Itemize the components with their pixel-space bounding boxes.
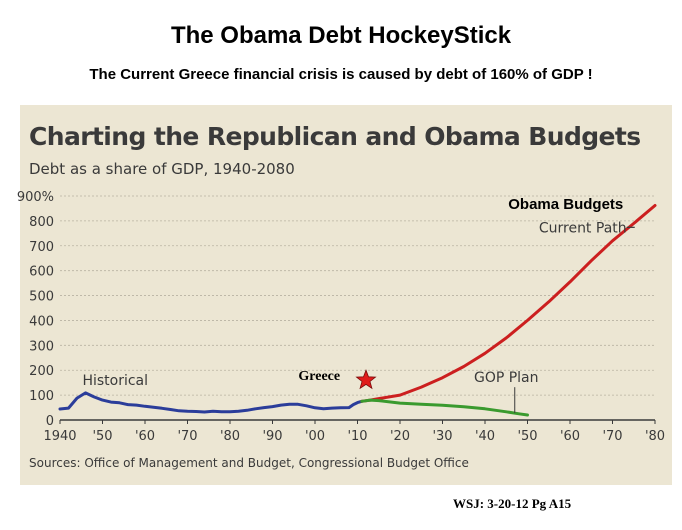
y-tick-label: 600 [29,265,54,280]
y-tick-label: 300 [29,339,54,354]
y-tick-label: 700 [29,240,54,255]
x-tick-label: '00 [305,429,325,444]
x-tick-label: '70 [602,429,622,444]
chart-source: Sources: Office of Management and Budget… [29,456,469,470]
x-tick-label: '90 [262,429,282,444]
y-tick-label: 900% [17,190,54,205]
x-tick-label: '80 [220,429,240,444]
annotation-obama-budgets: Obama Budgets [508,196,623,213]
page-title: The Obama Debt HockeyStick [170,22,512,49]
x-tick-label: '60 [560,429,580,444]
y-tick-label: 400 [29,314,54,329]
greece-star-icon [355,369,377,390]
y-tick-label: 800 [29,215,54,230]
x-tick-label: '20 [390,429,410,444]
newspaper-clipping [20,105,672,485]
y-tick-label: 200 [29,364,54,379]
y-tick-label: 100 [29,389,54,404]
x-tick-label: '40 [475,429,495,444]
chart-subtitle: Debt as a share of GDP, 1940-2080 [29,160,295,178]
x-tick-label: '10 [347,429,367,444]
series-line-gop-plan [360,398,529,417]
annotation-greece: Greece [298,369,340,384]
x-tick-label: '30 [432,429,452,444]
citation: WSJ: 3-20-12 Pg A15 [453,496,572,511]
page-subtitle: The Current Greece financial crisis is c… [89,66,593,83]
x-tick-label: '50 [92,429,112,444]
series-line-historical [58,391,364,414]
annotation-current-path: Current Path [539,220,627,236]
y-tick-label: 500 [29,290,54,305]
series-line-current-path [360,204,657,403]
y-tick-label: 0 [46,414,54,429]
annotation-historical: Historical [82,373,148,389]
annotation-gop-plan: GOP Plan [474,370,539,386]
x-tick-label: '60 [135,429,155,444]
chart-title: Charting the Republican and Obama Budget… [29,122,641,151]
x-tick-label: '80 [645,429,665,444]
x-tick-label: 1940 [43,429,76,444]
x-tick-label: '70 [177,429,197,444]
x-tick-label: '50 [517,429,537,444]
